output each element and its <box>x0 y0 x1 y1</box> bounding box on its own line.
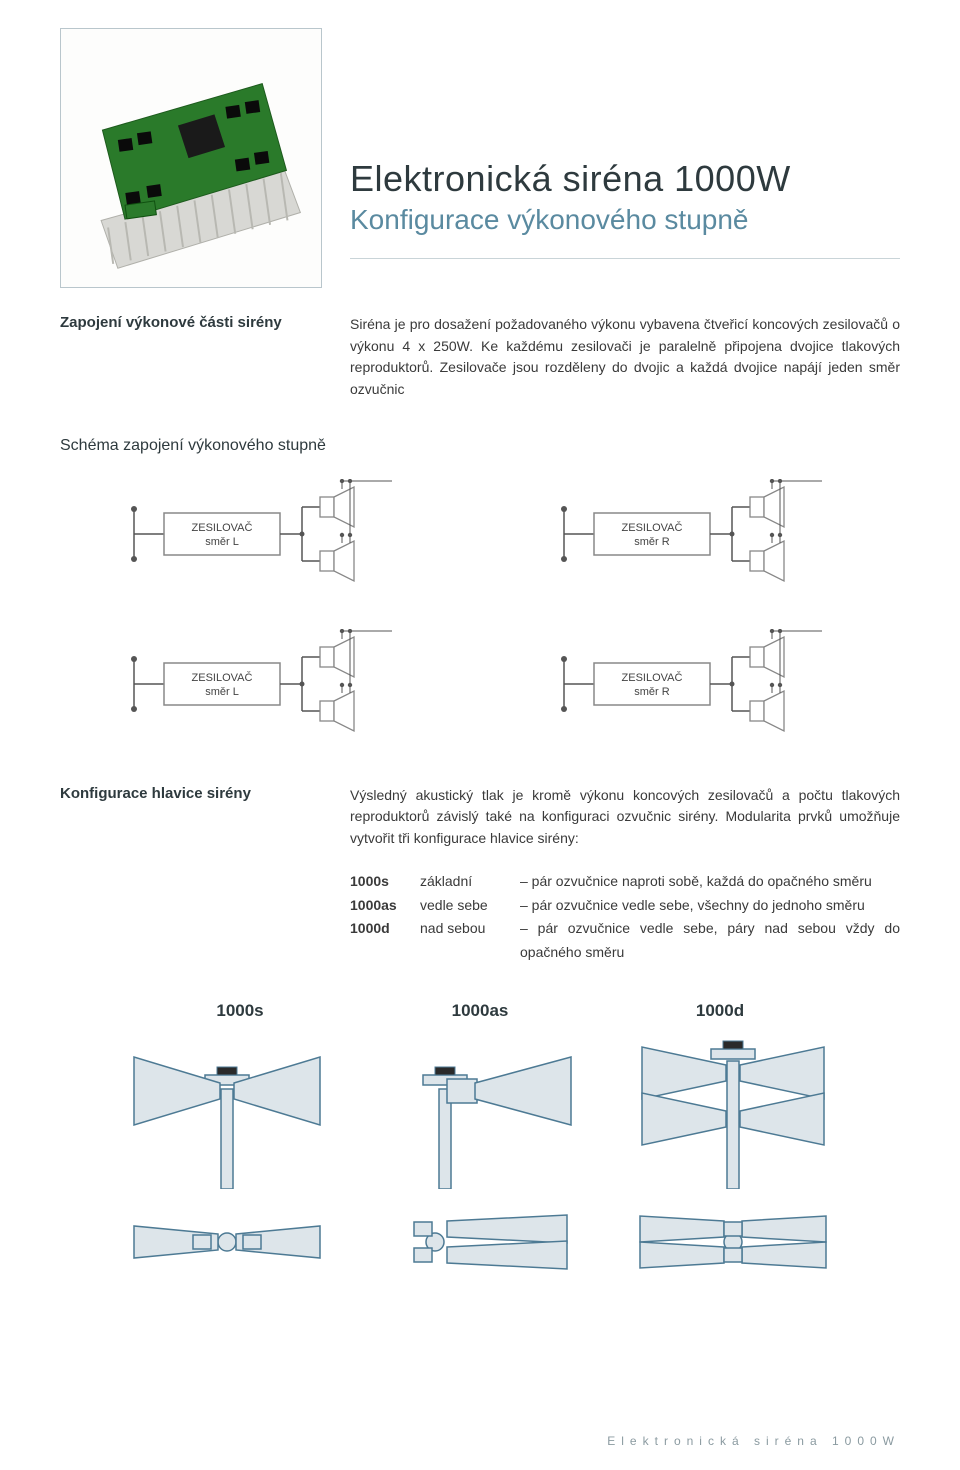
section1-label: Zapojení výkonové části sirény <box>60 314 322 401</box>
cfg-name: základní <box>420 870 520 894</box>
amp-block-L-bot: ZESILOVAČ směr L <box>130 629 400 739</box>
section2-body: Výsledný akustický tlak je kromě výkonu … <box>350 785 900 850</box>
horn-heading: 1000d <box>620 1001 820 1021</box>
svg-text:ZESILOVAČ: ZESILOVAČ <box>192 671 253 684</box>
svg-text:směr R: směr R <box>634 536 670 548</box>
horn-1000d-top <box>628 1207 838 1277</box>
config-list: 1000s základní – pár ozvučnice naproti s… <box>350 870 900 965</box>
cfg-desc: – pár ozvučnice vedle sebe, páry nad seb… <box>520 917 900 965</box>
footer-text: Elektronická siréna 1000W <box>607 1434 900 1448</box>
schema-heading: Schéma zapojení výkonového stupně <box>60 437 900 455</box>
cfg-code: 1000as <box>350 894 420 918</box>
schema-diagram: ZESILOVAČ směr L ZESILOVAČ směr R ZESILOVA… <box>60 479 900 739</box>
page-title: Elektronická siréna 1000W <box>350 158 900 200</box>
page-subtitle: Konfigurace výkonového stupně <box>350 204 900 236</box>
svg-text:ZESILOVAČ: ZESILOVAČ <box>192 521 253 534</box>
amp-block-R-bot: ZESILOVAČ směr R <box>560 629 830 739</box>
cfg-code: 1000d <box>350 917 420 965</box>
svg-text:ZESILOVAČ: ZESILOVAČ <box>622 521 683 534</box>
svg-text:směr R: směr R <box>634 686 670 698</box>
cfg-name: nad sebou <box>420 917 520 965</box>
svg-text:směr L: směr L <box>205 686 239 698</box>
horn-heading: 1000s <box>140 1001 340 1021</box>
cfg-desc: – pár ozvučnice naproti sobě, každá do o… <box>520 870 900 894</box>
horn-1000d-side <box>628 1039 838 1189</box>
amp-block-L-top: ZESILOVAČ směr L <box>130 479 400 589</box>
amp-block-R-top: ZESILOVAČ směr R <box>560 479 830 589</box>
svg-text:ZESILOVAČ: ZESILOVAČ <box>622 671 683 684</box>
horn-1000as-top <box>375 1207 585 1277</box>
svg-text:směr L: směr L <box>205 536 239 548</box>
horn-heading: 1000as <box>380 1001 580 1021</box>
section1-body: Siréna je pro dosažení požadovaného výko… <box>350 314 900 401</box>
cfg-code: 1000s <box>350 870 420 894</box>
horn-1000s-side <box>122 1039 332 1189</box>
horn-1000s-top <box>122 1207 332 1277</box>
cfg-desc: – pár ozvučnice vedle sebe, všechny do j… <box>520 894 900 918</box>
horn-1000as-side <box>375 1039 585 1189</box>
product-photo <box>60 28 322 288</box>
title-rule <box>350 258 900 259</box>
section2-label: Konfigurace hlavice sirény <box>60 785 322 965</box>
cfg-name: vedle sebe <box>420 894 520 918</box>
